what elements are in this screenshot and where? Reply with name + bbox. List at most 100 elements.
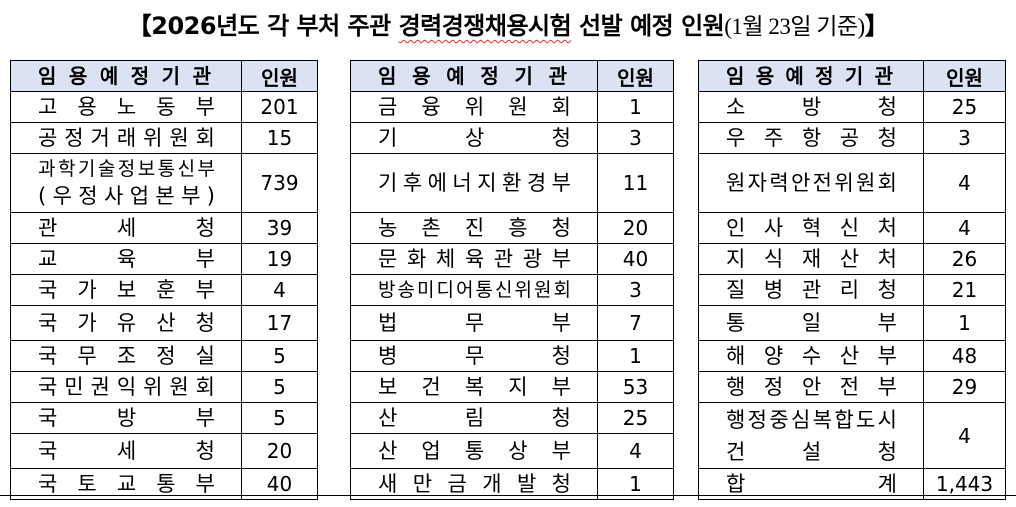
table-row: 농촌진흥청 20 [349,212,675,244]
headcount: 40 [597,243,675,275]
spellcheck-underlined-text: 경력경쟁채용시험 [398,12,572,40]
agency-name-line: 국토교통부 [38,472,236,496]
agency-name-line: (우정사업본부) [38,184,222,208]
agency-name-line: 과학기술정보통신부 [38,158,218,180]
agency-name: 원자력안전위원회 [697,153,925,213]
table-row: 관세청 39 [9,212,319,244]
agency-name-line: 병무청 [378,344,571,368]
headcount: 11 [597,153,675,213]
agency-name: 국가보훈부 [9,274,243,306]
agency-name-line: 문화체육관광부 [378,247,581,271]
headcount: 4 [923,153,1007,213]
headcount: 201 [241,91,319,123]
headcount: 3 [923,122,1007,154]
table-row: 과학기술정보통신부 (우정사업본부) 739 [9,153,319,213]
agency-name: 방송미디어통신위원회 [349,274,599,306]
agency-name-line: 질병관리청 [726,278,916,302]
agency-name: 해양수산부 [697,340,925,372]
header-row: 임용예정기관 인원 [349,60,675,92]
agency-name: 새만금개발청 [349,468,599,500]
agency-name-line: 기후에너지환경부 [378,171,577,195]
table-row: 국토교통부 40 [9,468,319,500]
column-header-count: 인원 [597,60,675,92]
agency-name-line: 교육부 [38,247,215,271]
agency-name: 산림청 [349,402,599,434]
headcount: 39 [241,212,319,244]
header-row: 임용예정기관 인원 [697,60,1007,92]
total-label: 합계 [697,468,925,500]
headcount: 5 [241,402,319,434]
table-row: 행정중심복합도시건설청4 [697,402,1007,469]
headcount: 1 [597,91,675,123]
table-row: 병무청 1 [349,340,675,372]
agency-name-line: 새만금개발청 [378,472,587,496]
agency-name: 교육부 [9,243,243,275]
agency-name-line: 행정안전부 [726,375,916,399]
headcount: 15 [241,122,319,154]
agency-name-line: 지식재산처 [726,247,916,271]
recruitment-table-2: 임용예정기관인원금융위원회1기상청3기후에너지환경부11농촌진흥청20문화체육관… [349,60,675,500]
column-header-count: 인원 [241,60,319,92]
agency-name: 우주항공청 [697,122,925,154]
headcount: 17 [241,305,319,341]
agency-name: 법무부 [349,305,599,341]
headcount: 5 [241,340,319,372]
total-count: 1,443 [923,468,1007,500]
table-row: 우주항공청 3 [697,122,1007,154]
agency-name-line: 고용노동부 [38,95,236,119]
table-row: 보건복지부 53 [349,371,675,403]
agency-name-line: 통일부 [726,311,897,335]
headcount: 20 [241,433,319,469]
table-row: 국가보훈부 4 [9,274,319,306]
table-row: 방송미디어통신위원회 3 [349,274,675,306]
headcount: 1 [597,340,675,372]
headcount: 53 [597,371,675,403]
table-row: 산림청 25 [349,402,675,434]
table-row: 행정안전부 29 [697,371,1007,403]
agency-name-line: 금융위원회 [378,95,596,119]
agency-name: 과학기술정보통신부 (우정사업본부) [9,153,243,213]
headcount: 3 [597,122,675,154]
agency-name-line: 국세청 [38,439,215,463]
agency-name-line: 우주항공청 [726,126,916,150]
table-row: 법무부 7 [349,305,675,341]
agency-name: 질병관리청 [697,274,925,306]
agency-name-line: 관세청 [38,216,215,240]
agency-name: 문화체육관광부 [349,243,599,275]
agency-name-line: 인사혁신처 [726,216,916,240]
table-row: 해양수산부 48 [697,340,1007,372]
column-header-agency: 임용예정기관 [9,60,243,92]
agency-name: 관세청 [9,212,243,244]
table-row: 고용노동부 201 [9,91,319,123]
bottom-rule [0,495,1016,496]
agency-name-line: 법무부 [378,311,571,335]
agency-name-line: 공정거래위원회 [38,126,222,150]
headcount: 1 [597,468,675,500]
agency-name-line: 방송미디어통신위원회 [378,279,574,301]
headcount: 25 [923,91,1007,123]
agency-name: 기후에너지환경부 [349,153,599,213]
table-row: 통일부 1 [697,305,1007,341]
agency-name: 국무조정실 [9,340,243,372]
table-row: 교육부 19 [9,243,319,275]
agency-name: 산업통상부 [349,433,599,469]
recruitment-table-3: 임용예정기관 인원소방청 25 우주항공청 3 원자력안전위원회 4 인사혁신처 4 지식재산처 2… [697,60,1007,500]
agency-name: 농촌진흥청 [349,212,599,244]
agency-name: 인사혁신처 [697,212,925,244]
headcount: 4 [241,274,319,306]
headcount: 4 [923,212,1007,244]
agency-name: 행정안전부 [697,371,925,403]
table-row: 기후에너지환경부 11 [349,153,675,213]
agency-name-line: 국무조정실 [38,344,236,368]
table-row: 소방청 25 [697,91,1007,123]
headcount: 19 [241,243,319,275]
agency-name: 국가유산청 [9,305,243,341]
headcount: 1 [923,305,1007,341]
headcount: 4 [923,402,1007,469]
column-header-agency: 임용예정기관 [349,60,599,92]
date-note: (1월 23일 기준) [724,14,865,39]
agency-name: 보건복지부 [349,371,599,403]
table-row: 국방부 5 [9,402,319,434]
agency-name-line: 산업통상부 [378,439,596,463]
agency-name-line: 행정중심복합도시 [726,407,900,432]
